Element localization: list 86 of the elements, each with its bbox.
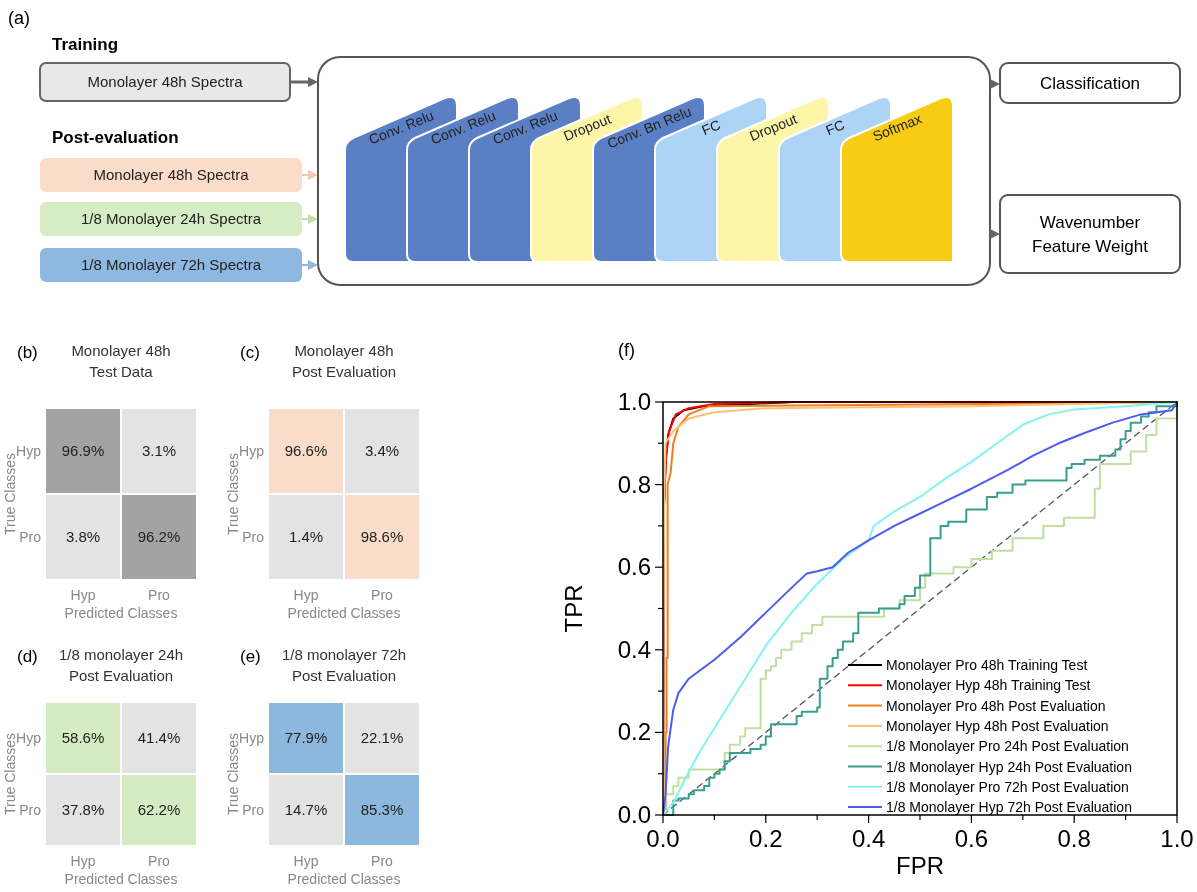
data-label: 77.9%: [284, 729, 328, 746]
y-axis-title: TPR: [560, 584, 587, 633]
text: (d): [17, 647, 38, 666]
x-tick-label: 0.0: [646, 825, 680, 852]
text: Wavenumber Feature Weight: [1032, 213, 1149, 256]
x-axis-title: Predicted Classes: [287, 605, 401, 621]
y-tick-label: Pro: [242, 529, 265, 545]
y-tick-label: Pro: [19, 802, 42, 818]
data-label: 85.3%: [360, 801, 404, 818]
data-label: 58.6%: [61, 729, 105, 746]
text: Monolayer 48h Spectra: [93, 166, 250, 183]
y-tick-label: 0.2: [617, 718, 651, 746]
y-tick-label: Pro: [19, 529, 42, 545]
legend-label: Monolayer Pro 48h Post Evaluation: [886, 697, 1106, 714]
data-label: 41.4%: [137, 729, 181, 746]
text: 1/8 Monolayer 72h Spectra: [80, 256, 262, 273]
x-tick-label: 0.6: [954, 825, 989, 852]
chart-title: Monolayer 48h: [71, 342, 171, 359]
chart-title: 1/8 monolayer 24h: [58, 646, 184, 663]
y-tick-label: 1.0: [617, 388, 651, 415]
chart-subtitle: Test Data: [89, 363, 154, 380]
text: (b): [17, 343, 38, 362]
chart-title: 1/8 monolayer 72h: [281, 646, 407, 663]
x-tick-label: Pro: [148, 587, 171, 603]
legend-label: Monolayer Hyp 48h Training Test: [886, 677, 1091, 694]
data-label: 98.6%: [360, 528, 404, 545]
y-tick-label: 0.0: [617, 801, 651, 828]
legend-label: Monolayer Hyp 48h Post Evaluation: [886, 717, 1109, 734]
data-label: 14.7%: [284, 801, 328, 818]
legend-label: 1/8 Monolayer Pro 24h Post Evaluation: [886, 738, 1129, 755]
text: Training: [52, 35, 119, 54]
data-label: 3.4%: [364, 442, 400, 459]
x-axis-title: Predicted Classes: [64, 871, 178, 887]
y-tick-label: Hyp: [16, 730, 42, 746]
x-tick-label: Hyp: [70, 853, 96, 869]
category-label: FC: [699, 116, 723, 139]
legend-label: 1/8 Monolayer Hyp 24h Post Evaluation: [886, 758, 1132, 775]
x-tick-label: 0.4: [851, 825, 886, 852]
x-tick-label: Pro: [371, 587, 394, 603]
y-tick-label: Hyp: [239, 443, 265, 459]
legend-label: 1/8 Monolayer Hyp 72h Post Evaluation: [886, 799, 1132, 816]
y-axis-title: True Classes: [225, 453, 241, 535]
data-label: 3.1%: [141, 442, 177, 459]
chart-title: Monolayer 48h: [294, 342, 394, 359]
data-label: 96.9%: [61, 442, 105, 459]
data-label: 37.8%: [61, 801, 105, 818]
x-axis-title: Predicted Classes: [287, 871, 401, 887]
text: (a): [8, 8, 30, 28]
y-tick-label: 0.8: [617, 470, 651, 498]
text: Classification: [1039, 74, 1141, 93]
data-label: 62.2%: [137, 801, 181, 818]
y-tick-label: 0.4: [617, 635, 651, 663]
text: Post-evaluation: [52, 128, 179, 147]
x-tick-label: Hyp: [293, 853, 319, 869]
text: (f): [618, 340, 635, 360]
x-tick-label: 1.0: [1160, 825, 1194, 852]
category-label: FC: [823, 116, 847, 139]
data-label: 96.2%: [137, 528, 181, 545]
text: Monolayer 48h Spectra: [87, 73, 244, 90]
x-tick-label: Hyp: [70, 587, 96, 603]
text: (e): [240, 647, 261, 666]
y-tick-label: Pro: [242, 802, 265, 818]
x-tick-label: Pro: [148, 853, 171, 869]
y-axis-title: True Classes: [225, 733, 241, 815]
data-label: 96.6%: [284, 442, 328, 459]
text: (c): [240, 343, 260, 362]
y-axis-title: True Classes: [2, 733, 18, 815]
x-axis-title: Predicted Classes: [64, 605, 178, 621]
text: 1/8 Monolayer 24h Spectra: [80, 210, 262, 227]
legend-label: Monolayer Pro 48h Training Test: [886, 657, 1088, 673]
y-tick-label: Hyp: [239, 730, 265, 746]
data-label: 1.4%: [288, 528, 324, 545]
data-label: 22.1%: [360, 729, 404, 746]
x-tick-label: 0.2: [749, 825, 783, 852]
x-tick-label: Pro: [371, 853, 394, 869]
x-tick-label: 0.8: [1057, 825, 1091, 852]
y-axis-title: True Classes: [2, 453, 18, 535]
x-axis-title: FPR: [896, 852, 944, 879]
y-tick-label: Hyp: [16, 443, 42, 459]
chart-subtitle: Post Evaluation: [68, 667, 174, 684]
data-label: 3.8%: [65, 528, 101, 545]
y-tick-label: 0.6: [617, 553, 651, 581]
legend-label: 1/8 Monolayer Pro 72h Post Evaluation: [886, 778, 1129, 795]
chart-subtitle: Post Evaluation: [291, 667, 397, 684]
x-tick-label: Hyp: [293, 587, 319, 603]
chart-subtitle: Post Evaluation: [291, 363, 397, 380]
